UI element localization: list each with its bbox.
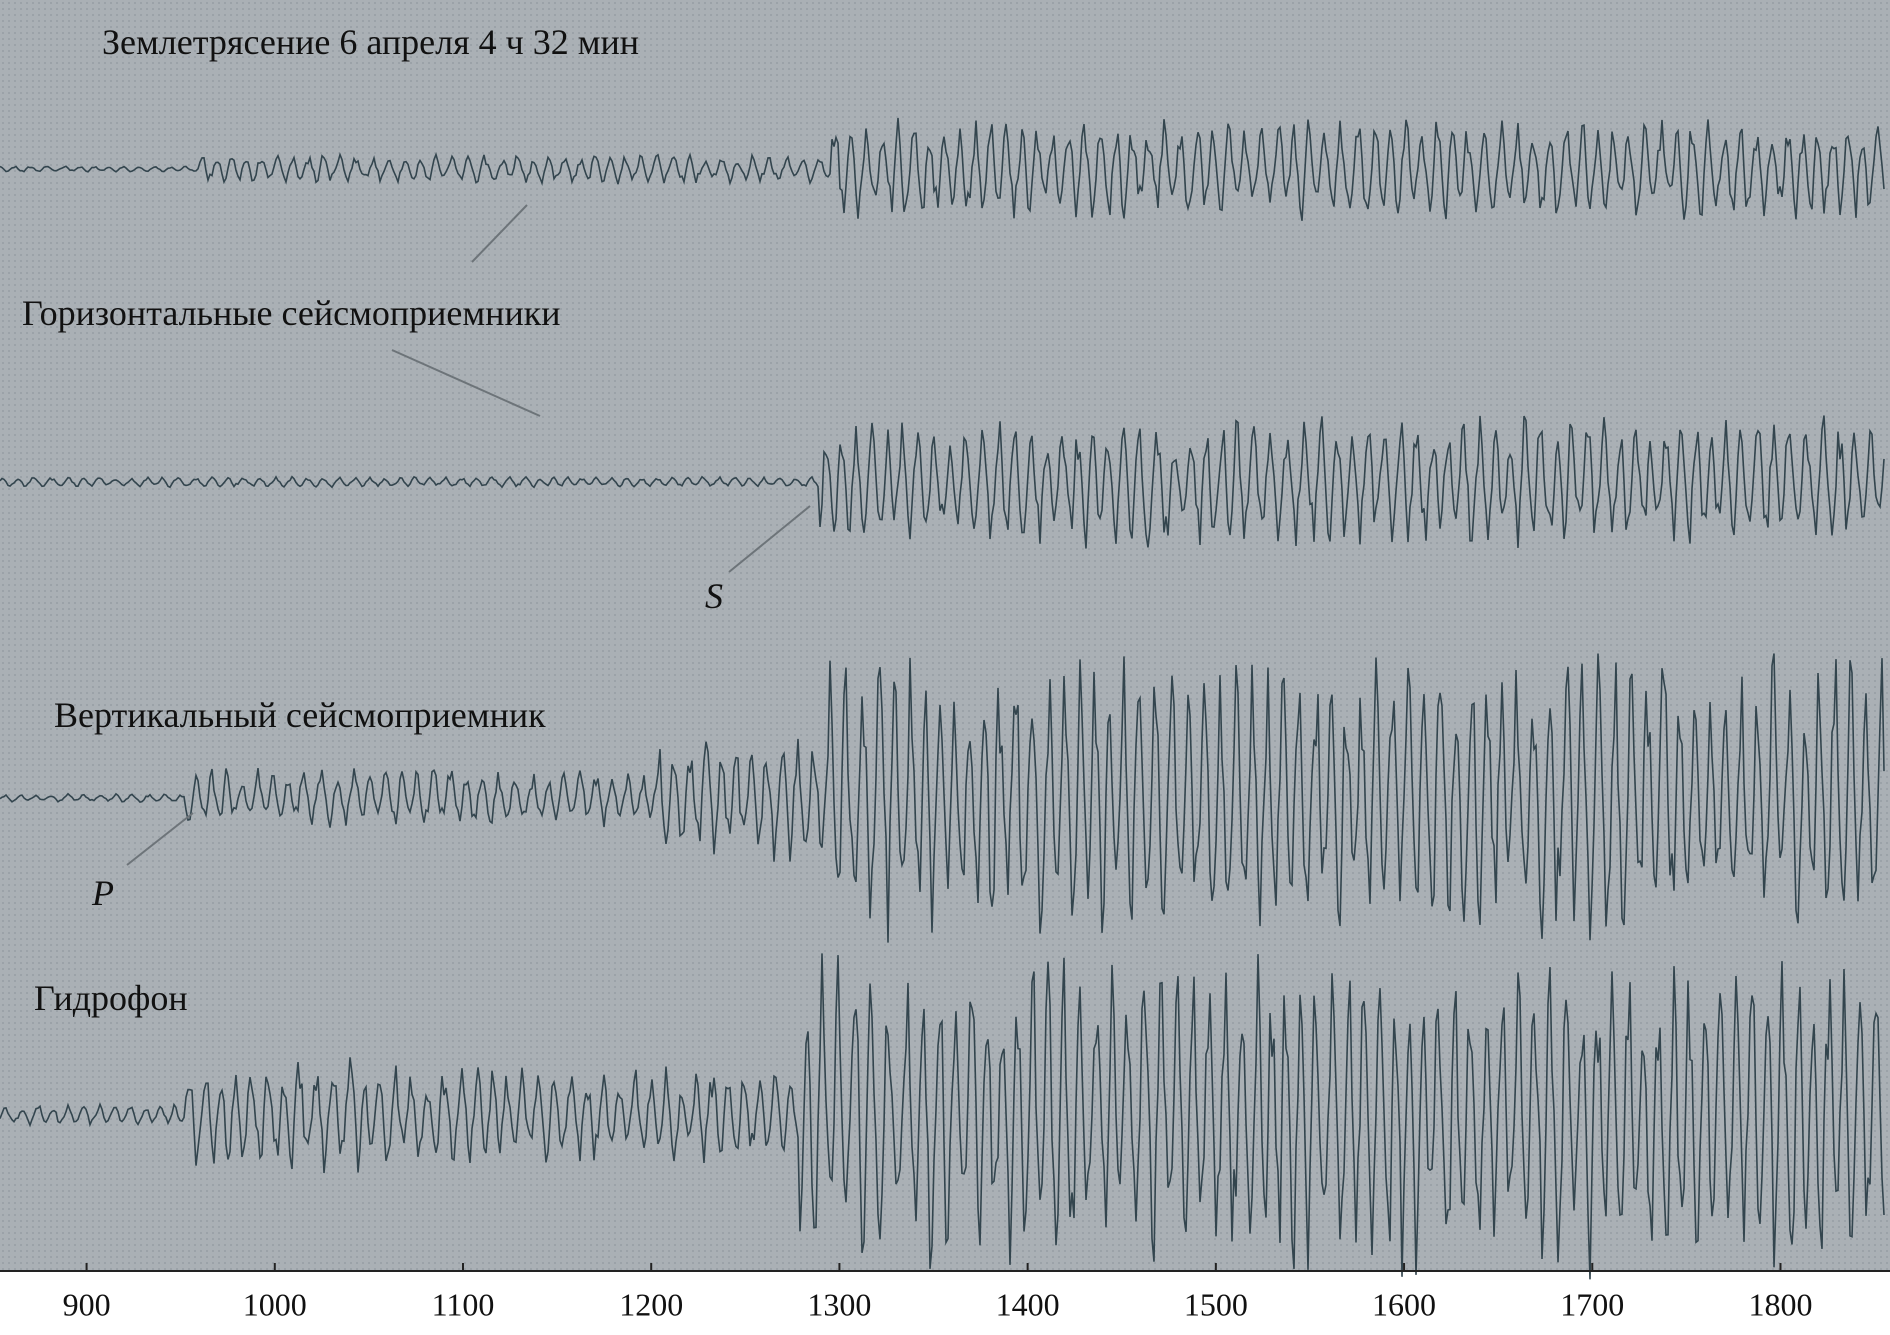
trace-label: Вертикальный сейсмоприемник	[54, 695, 546, 735]
trace-label: Горизонтальные сейсмоприемники	[22, 293, 560, 333]
x-tick-label: 1300	[807, 1286, 871, 1322]
marker-label: S	[705, 576, 723, 616]
trace	[0, 653, 1885, 943]
x-tick-label: 900	[63, 1286, 111, 1322]
x-tick-label: 1600	[1372, 1286, 1436, 1322]
x-tick-label: 1100	[432, 1286, 495, 1322]
trace	[0, 953, 1885, 1280]
title: Землетрясение 6 апреля 4 ч 32 мин	[102, 22, 639, 62]
x-tick-label: 1400	[996, 1286, 1060, 1322]
trace	[0, 415, 1885, 549]
x-tick-label: 1200	[619, 1286, 683, 1322]
x-tick-label: 1000	[243, 1286, 307, 1322]
x-tick-label: 1700	[1560, 1286, 1624, 1322]
background	[0, 0, 1890, 1271]
trace	[0, 117, 1885, 221]
trace-label: Гидрофон	[34, 978, 188, 1018]
x-tick-label: 1800	[1748, 1286, 1812, 1322]
marker-label: P	[91, 873, 114, 913]
x-axis-ticks: 900 1000 1100 1200 1300 1400 1500 1600 1700 1800	[63, 1263, 1812, 1322]
traces	[0, 117, 1885, 1280]
x-tick-label: 1500	[1184, 1286, 1248, 1322]
leader-lines	[126, 204, 811, 866]
